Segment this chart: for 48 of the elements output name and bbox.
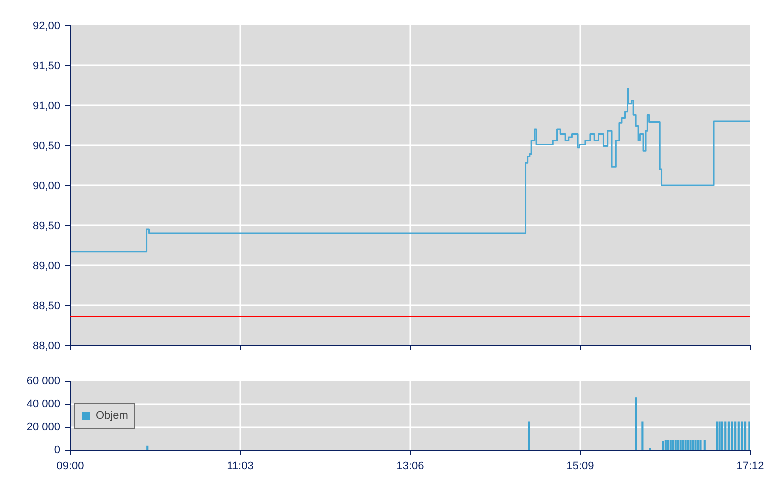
bar xyxy=(738,422,740,450)
x-tick-label: 13:06 xyxy=(396,460,424,472)
bar xyxy=(700,440,702,450)
bar xyxy=(684,440,687,450)
y-tick-label: 90,50 xyxy=(32,140,61,152)
x-tick-label: 09:00 xyxy=(56,460,84,472)
y-tick-label: 40 000 xyxy=(26,398,61,410)
y-tick-label: 89,00 xyxy=(32,260,61,272)
y-tick-label: 0 xyxy=(54,444,61,456)
bar xyxy=(728,422,730,450)
bar xyxy=(528,422,530,450)
bar xyxy=(690,440,692,450)
y-tick-label: 60 000 xyxy=(26,376,61,388)
bar xyxy=(716,422,718,450)
bar xyxy=(704,440,706,450)
y-tick-label: 88,00 xyxy=(32,340,61,352)
bar xyxy=(674,440,677,450)
bar xyxy=(642,422,644,450)
bar xyxy=(697,440,700,450)
bar xyxy=(687,440,690,450)
bar xyxy=(635,398,638,450)
bar xyxy=(734,422,737,450)
legend-label: Objem xyxy=(96,410,128,422)
y-tick-label: 20 000 xyxy=(26,422,61,434)
bar xyxy=(667,440,670,450)
y-tick-label: 91,00 xyxy=(32,100,61,112)
bar xyxy=(718,422,721,450)
bar xyxy=(664,440,667,450)
bar xyxy=(744,422,747,450)
y-tick-label: 88,50 xyxy=(32,300,61,312)
bar xyxy=(680,440,682,450)
bar xyxy=(670,440,672,450)
y-tick-label: 89,50 xyxy=(32,220,61,232)
bar xyxy=(731,422,734,450)
bar xyxy=(677,440,680,450)
y-tick-label: 90,00 xyxy=(32,180,61,192)
bar xyxy=(694,440,697,450)
y-tick-label: 92,00 xyxy=(32,20,61,32)
y-tick-label: 91,50 xyxy=(32,60,61,72)
x-tick-label: 15:09 xyxy=(566,460,594,472)
x-tick-label: 17:12 xyxy=(736,460,764,472)
x-tick-label: 11:03 xyxy=(227,460,254,472)
bar xyxy=(692,440,694,450)
bar xyxy=(741,422,744,450)
bar xyxy=(724,422,727,450)
bar xyxy=(672,440,674,450)
bar xyxy=(682,440,684,450)
bar xyxy=(721,422,724,450)
